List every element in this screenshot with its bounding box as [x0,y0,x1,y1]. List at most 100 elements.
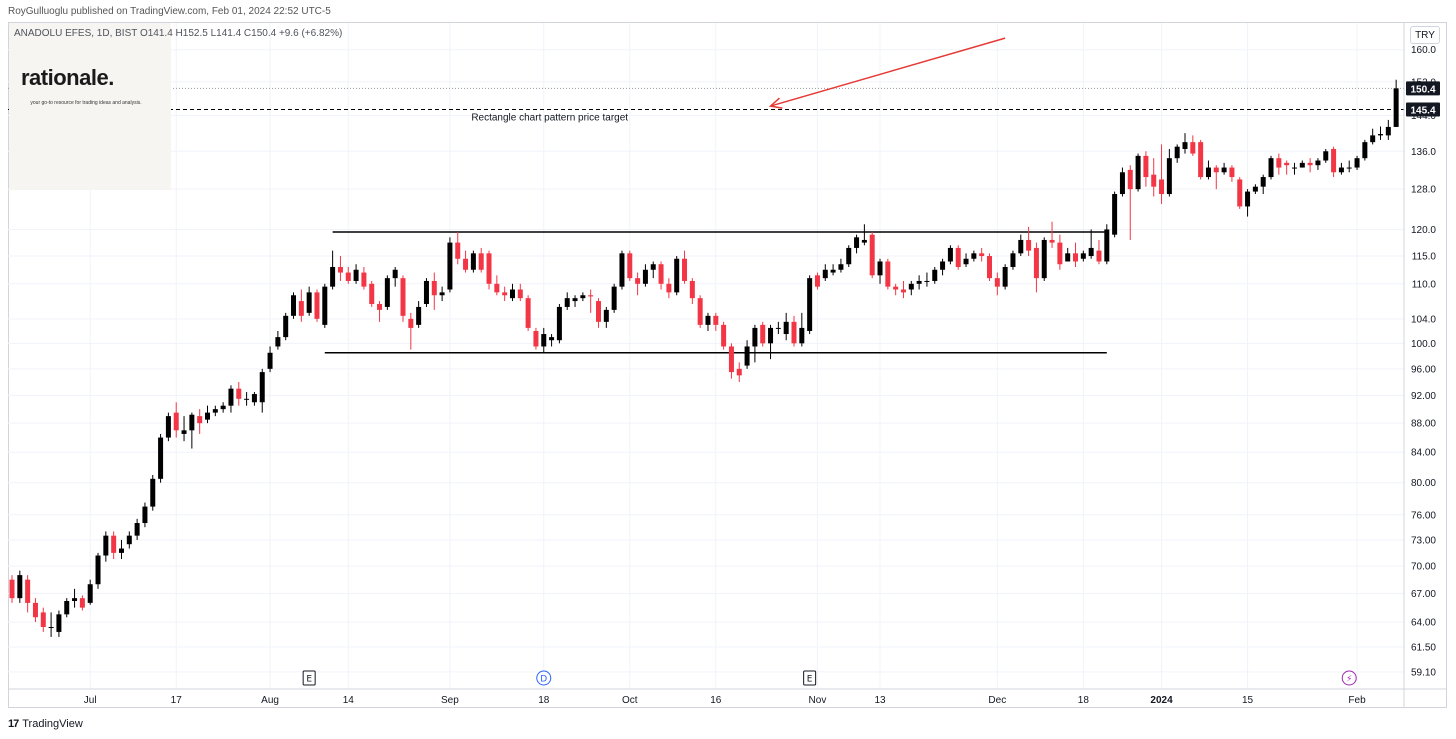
candle-body [1026,239,1032,251]
candle-body [181,430,187,434]
publisher-line: RoyGulluoglu published on TradingView.co… [8,6,331,17]
candle-body [1190,142,1196,154]
candle-body [728,346,734,373]
candle [846,245,852,267]
candle [9,575,15,603]
candle [384,275,390,310]
candle [533,327,539,350]
candle [572,295,578,307]
candle [1221,162,1227,175]
time-tick-label: 15 [1242,695,1254,706]
candle-body [713,315,719,325]
candle [588,289,594,313]
candle-body [940,261,946,270]
candle [1096,239,1102,265]
candle-body [791,321,797,344]
candle [189,412,195,449]
candle [854,234,860,254]
candle [416,301,422,328]
candle-body [189,414,195,431]
candle [1010,250,1016,270]
candle [1362,139,1368,161]
time-tick-label: Dec [988,695,1006,706]
candle [1080,250,1086,262]
candle-body [588,295,594,297]
price-tick-label: 128.0 [1411,185,1436,196]
candle-body [1018,239,1024,254]
candle [619,250,625,290]
candle [768,324,774,360]
candle-body [1096,250,1102,262]
candle-body [48,627,54,629]
candle-body [111,535,117,553]
candle [87,579,93,605]
candle-body [87,584,93,603]
candle-body [361,272,367,287]
event-marker-earnings[interactable]: E [803,670,817,686]
candle [314,289,320,322]
candle [150,474,156,511]
candle [165,412,171,442]
red-arrow-head [768,97,783,109]
event-marker-split[interactable]: ⚡ [1341,670,1357,686]
candle [564,292,570,310]
tradingview-footer[interactable]: 17 TradingView [8,718,83,730]
candle-body [1245,191,1251,207]
candle [103,531,109,562]
candle-body [1198,142,1204,178]
candle [447,237,453,293]
event-marker-earnings[interactable]: E [302,670,316,686]
candles [9,79,1399,637]
candle-body [572,298,578,302]
candle [111,531,117,560]
candle-body [236,388,242,399]
candle [775,321,781,335]
candle-body [799,327,805,344]
candle [822,264,828,281]
candle-body [330,266,336,287]
candle-body [900,289,906,293]
candle [603,306,609,328]
time-tick-label: 18 [538,695,550,706]
time-tick-label: Aug [261,695,279,706]
candle-body [1033,247,1039,279]
annotations: Rectangle chart pattern price target [471,37,1006,124]
candle [799,312,805,347]
candle [1245,189,1251,217]
candle [212,405,218,417]
candle [1260,174,1266,195]
time-tick-label: 13 [874,695,886,706]
candle-body [470,253,476,270]
candle-body [893,286,899,290]
candle-body [275,337,281,347]
candle-body [564,298,570,307]
candle-body [838,264,844,270]
candle-body [650,264,656,270]
candle [259,368,265,413]
event-marker-label: E [306,675,312,685]
event-marker-dividend[interactable]: D [536,670,552,686]
candle-body [1378,134,1383,136]
candle-body [854,237,860,248]
candle [783,312,789,341]
candle-body [861,239,867,243]
candle-body [463,258,469,270]
candle-body [994,278,1000,287]
candle-body [1323,151,1329,161]
candle [893,283,899,296]
currency-button[interactable]: TRY [1410,26,1440,44]
candle [1026,226,1032,257]
candle-body [517,289,523,299]
candle [1331,146,1337,178]
candle-body [298,301,304,316]
candle-body [212,409,218,413]
candle [861,224,867,246]
candle-body [580,295,586,299]
candle-body [126,535,132,545]
candle [713,312,719,331]
candle-body [267,352,273,369]
candle-body [1182,142,1188,149]
candle-body [627,253,633,279]
candle-body [173,412,179,431]
